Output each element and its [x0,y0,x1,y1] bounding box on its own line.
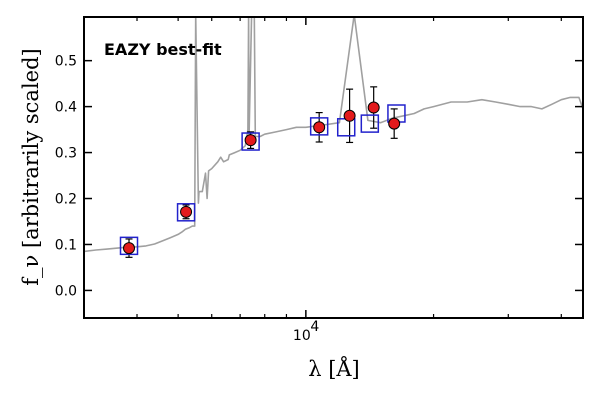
y-axis-label: f_ν [arbitrarily scaled] [19,48,43,285]
observed-point [123,242,136,255]
observed-point [388,117,401,130]
model-point [360,114,380,133]
annotation-label: EAZY best-fit [104,40,222,59]
observed-point [313,121,326,134]
plot-background [84,17,583,318]
observed-point [367,101,380,114]
plot-frame [83,16,584,319]
model-point [119,236,139,256]
ytick-label: 0.1 [55,237,77,253]
observed-point [343,109,356,122]
ytick-label: 0.0 [55,283,77,299]
xtick-label-exponent: 4 [310,319,319,335]
observed-point [244,134,257,147]
x-axis-label: λ [Å] [308,356,360,381]
ytick-label: 0.4 [55,100,77,116]
xtick-label: 10 [293,328,311,344]
observed-point [180,205,193,218]
model-point [241,132,260,151]
model-point [176,203,196,222]
spectrum-line [84,17,583,253]
ytick-label: 0.5 [55,54,77,70]
ytick-label: 0.2 [55,192,77,208]
ytick-label: 0.3 [55,146,77,162]
model-point [309,117,329,136]
